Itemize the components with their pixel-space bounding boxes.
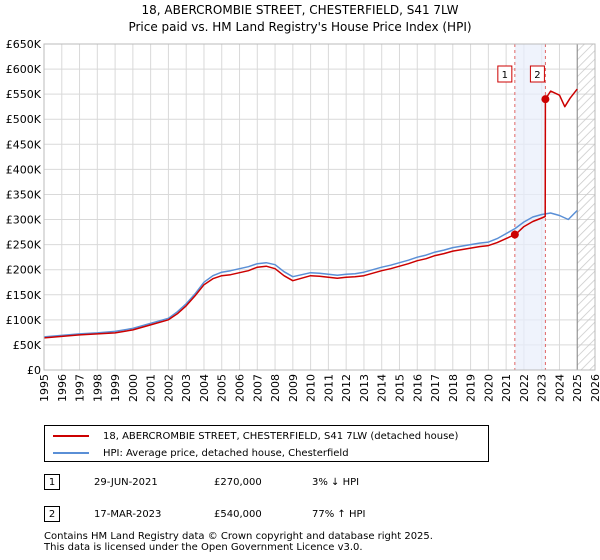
y-tick-label: £400K [6,163,42,176]
transaction-row-1: 1 29-JUN-2021 £270,000 3% ↓ HPI [44,473,464,491]
forecast-hatch-area [577,44,595,370]
x-tick-label: 2005 [216,374,229,402]
grid [43,43,596,371]
x-tick-label: 2009 [287,374,300,402]
sale-label-box-1 [497,65,513,83]
transaction-delta-2: 77% ↑ HPI [312,508,366,520]
transaction-badge-2: 2 [44,506,60,522]
legend-swatch-property [53,435,89,437]
event-lines [514,44,546,370]
x-tick-label: 2014 [376,374,389,402]
plot-area [44,44,595,370]
x-tick-label: 2022 [518,374,531,402]
x-tick-label: 2019 [465,374,478,402]
x-tick-label: 2003 [180,374,193,402]
y-tick-label: £350K [6,188,42,201]
x-tick-label: 2023 [536,374,549,402]
y-tick-label: £600K [6,63,42,76]
legend: 18, ABERCROMBIE STREET, CHESTERFIELD, S4… [44,425,489,462]
legend-label-hpi: HPI: Average price, detached house, Ches… [103,447,349,459]
x-tick-label: 2000 [127,374,140,402]
x-tick-label: 2004 [198,374,211,402]
sale-label-2: 2 [534,70,540,81]
plot-border [43,43,596,371]
transaction-price-1: £270,000 [214,476,262,488]
transaction-badge-1: 1 [44,474,60,490]
x-tick-label: 2013 [358,374,371,402]
legend-item-property: 18, ABERCROMBIE STREET, CHESTERFIELD, S4… [53,428,458,444]
x-tick-label: 2025 [571,374,584,402]
x-tick-label: 2012 [340,374,353,402]
x-tick-label: 1996 [56,374,69,402]
legend-item-hpi: HPI: Average price, detached house, Ches… [53,445,349,461]
footer: Contains HM Land Registry data © Crown c… [44,531,433,553]
y-tick-label: £650K [6,38,42,51]
x-tick-label: 2024 [553,374,566,402]
x-tick-label: 1998 [91,374,104,402]
highlight-band [514,44,546,370]
y-tick-label: £300K [6,214,42,227]
chart-subtitle: Price paid vs. HM Land Registry's House … [128,20,471,34]
axes: £0 £50K £100K £150K £200K £250K £300K £350K £400… [6,38,600,402]
footer-line-2: This data is licensed under the Open Gov… [44,542,363,553]
transaction-price-2: £540,000 [214,508,262,520]
footer-line-1: Contains HM Land Registry data © Crown c… [44,531,433,542]
x-tick-label: 2011 [322,374,335,402]
y-tick-label: £450K [6,138,42,151]
x-tick-label: 2002 [162,374,175,402]
y-tick-label: £50K [13,339,42,352]
y-tick-label: £250K [6,239,42,252]
x-tick-label: 2001 [145,374,158,402]
x-tick-label: 2006 [234,374,247,402]
x-tick-label: 2008 [269,374,282,402]
forecast-hatch [576,44,595,370]
x-tick-label: 2026 [589,374,600,402]
legend-label-property: 18, ABERCROMBIE STREET, CHESTERFIELD, S4… [103,430,459,442]
transaction-row-2: 2 17-MAR-2023 £540,000 77% ↑ HPI [44,505,464,523]
y-tick-label: £200K [6,264,42,277]
sale-label-box-2 [529,65,545,83]
x-tick-label: 2020 [482,374,495,402]
x-tick-label: 1997 [74,374,87,402]
x-tick-label: 2007 [251,374,264,402]
x-tick-label: 1995 [38,374,51,402]
sale-point-1 [510,230,519,239]
x-tick-label: 2018 [447,374,460,402]
x-tick-label: 1999 [109,374,122,402]
y-tick-label: £150K [6,289,42,302]
sale-point-2 [541,95,550,104]
transaction-delta-1: 3% ↓ HPI [312,476,360,488]
property-price-line [44,88,578,339]
x-tick-label: 2010 [305,374,318,402]
hpi-line [44,209,578,338]
price-chart: 18, ABERCROMBIE STREET, CHESTERFIELD, S4… [6,3,600,402]
transaction-date-1: 29-JUN-2021 [94,476,158,488]
transaction-date-2: 17-MAR-2023 [94,508,162,520]
y-tick-label: £0 [27,364,41,377]
x-tick-label: 2016 [411,374,424,402]
legend-swatch-hpi [53,452,89,454]
x-tick-label: 2015 [393,374,406,402]
sale-label-1: 1 [502,70,508,81]
y-tick-label: £100K [6,314,42,327]
x-tick-label: 2021 [500,374,513,402]
y-tick-label: £550K [6,88,42,101]
chart-title: 18, ABERCROMBIE STREET, CHESTERFIELD, S4… [142,3,459,17]
series [44,88,578,339]
x-tick-label: 2017 [429,374,442,402]
y-tick-label: £500K [6,113,42,126]
